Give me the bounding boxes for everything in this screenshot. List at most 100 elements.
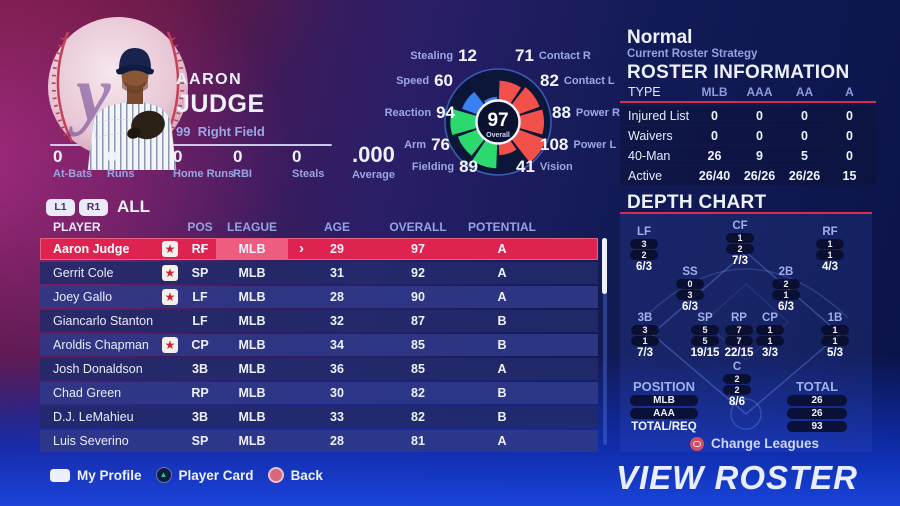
depth-count-pill: 1 bbox=[821, 336, 849, 346]
roster-info-row: Injured List 0 0 0 0 bbox=[620, 106, 876, 125]
table-scrollbar-thumb[interactable] bbox=[602, 238, 607, 294]
depth-count-pill: 1 bbox=[821, 325, 849, 335]
overall-cell: 85 bbox=[411, 362, 425, 376]
age-cell: 30 bbox=[330, 386, 344, 400]
l1-button-icon[interactable]: L1 bbox=[46, 198, 75, 216]
overall-cell: 92 bbox=[411, 266, 425, 280]
league-cell: MLB bbox=[238, 434, 266, 448]
depth-position-sp: SP 5 5 19/15 bbox=[677, 312, 733, 359]
wheel-wedge-power-r bbox=[498, 109, 544, 135]
player-name-cell: Joey Gallo bbox=[53, 290, 113, 304]
roster-info-row: 40-Man 26 9 5 0 bbox=[620, 146, 876, 165]
roster-info-header: TYPE MLB AAA AA A bbox=[628, 84, 854, 99]
overall-rating-value: 97 bbox=[487, 110, 508, 131]
league-next-icon[interactable]: › bbox=[299, 240, 304, 258]
age-cell: 36 bbox=[330, 362, 344, 376]
roster-info-value: 26/26 bbox=[743, 168, 776, 183]
overall-cell: 97 bbox=[411, 242, 425, 256]
table-row[interactable]: Josh Donaldson 3B MLB 36 85 A bbox=[40, 358, 598, 380]
depth-position-code: C bbox=[732, 361, 742, 373]
favorite-star-icon: ★ bbox=[162, 241, 178, 257]
player-card-button[interactable]: ▲ Player Card bbox=[155, 467, 254, 483]
position-cell: RF bbox=[191, 242, 209, 256]
position-cell: CP bbox=[191, 338, 209, 352]
filter-all-label: ALL bbox=[117, 197, 151, 216]
depth-count-pill: 1 bbox=[816, 250, 844, 260]
depth-count-pill: 2 bbox=[723, 374, 751, 384]
depth-total: 5/3 bbox=[827, 347, 843, 359]
depth-total: 6/3 bbox=[636, 261, 652, 273]
player-figure bbox=[87, 48, 177, 170]
depth-total: 22/15 bbox=[724, 347, 754, 359]
r1-button-icon[interactable]: R1 bbox=[79, 198, 108, 216]
depth-total: 3/3 bbox=[762, 347, 778, 359]
attr-vision: 41 Vision bbox=[516, 157, 573, 176]
depth-position-code: SS bbox=[682, 266, 698, 278]
position-cell: 3B bbox=[192, 410, 208, 424]
star-cell: ★ bbox=[156, 337, 184, 353]
table-row[interactable]: D.J. LeMahieu 3B MLB 33 82 B bbox=[40, 406, 598, 428]
table-row[interactable]: Aaron Judge ★ RF MLB ‹ › 29 97 A bbox=[40, 238, 598, 260]
depth-total: 6/3 bbox=[682, 301, 698, 313]
attr-contact-r: 71 Contact R bbox=[515, 46, 591, 65]
wheel-wedge-reaction bbox=[450, 109, 498, 135]
table-row[interactable]: Aroldis Chapman ★ CP MLB 34 85 B bbox=[40, 334, 598, 356]
player-name-cell: Aaron Judge bbox=[53, 242, 130, 256]
age-cell: 33 bbox=[330, 410, 344, 424]
league-cell: MLB bbox=[238, 386, 266, 400]
depth-position-3b: 3B 3 1 7/3 bbox=[617, 312, 673, 359]
depth-count-pill: 2 bbox=[772, 279, 800, 289]
favorite-star-icon: ★ bbox=[162, 337, 178, 353]
player-name-cell: Aroldis Chapman bbox=[53, 338, 149, 352]
roster-table-header: PLAYER POS LEAGUE AGE OVERALL POTENTIAL bbox=[53, 219, 536, 234]
roster-info-value: 26/26 bbox=[788, 168, 821, 183]
table-row[interactable]: Gerrit Cole ★ SP MLB 31 92 A bbox=[40, 262, 598, 284]
depth-position-code: 3B bbox=[637, 312, 653, 324]
potential-cell: A bbox=[497, 362, 507, 376]
depth-total: 7/3 bbox=[732, 255, 748, 267]
potential-cell: B bbox=[497, 386, 507, 400]
star-cell: ★ bbox=[156, 289, 184, 305]
roster-info-value: 5 bbox=[801, 148, 808, 163]
league-cell: MLB bbox=[238, 362, 266, 376]
age-cell: 34 bbox=[330, 338, 344, 352]
table-row[interactable]: Joey Gallo ★ LF MLB 28 90 A bbox=[40, 286, 598, 308]
league-cell: MLB bbox=[238, 266, 266, 280]
touchpad-red-icon bbox=[690, 436, 704, 451]
depth-total: 6/3 bbox=[778, 301, 794, 313]
table-scrollbar-track[interactable] bbox=[603, 238, 607, 445]
roster-info-row: Waivers 0 0 0 0 bbox=[620, 126, 876, 145]
depth-position-2b: 2B 2 1 6/3 bbox=[758, 266, 814, 313]
depth-total: 19/15 bbox=[690, 347, 720, 359]
overall-cell: 85 bbox=[411, 338, 425, 352]
attr-reaction: Reaction 94 bbox=[384, 103, 455, 122]
roster-information-title: ROSTER INFORMATION bbox=[627, 62, 850, 83]
roster-info-value: 0 bbox=[846, 128, 853, 143]
depth-position-ss: SS 0 3 6/3 bbox=[662, 266, 718, 313]
position-cell: RP bbox=[191, 386, 209, 400]
roster-info-value: 26 bbox=[707, 148, 722, 163]
league-prev-icon[interactable]: ‹ bbox=[200, 240, 205, 258]
age-cell: 28 bbox=[330, 434, 344, 448]
depth-count-pill: 5 bbox=[691, 325, 719, 335]
table-row[interactable]: Giancarlo Stanton LF MLB 32 87 B bbox=[40, 310, 598, 332]
table-row[interactable]: Luis Severino SP MLB 28 81 A bbox=[40, 430, 598, 452]
depth-count-pill: 5 bbox=[691, 336, 719, 346]
depth-legend-position: POSITION MLB AAA TOTAL/REQ bbox=[630, 379, 698, 433]
attr-arm: Arm 76 bbox=[404, 135, 450, 154]
potential-cell: A bbox=[497, 242, 507, 256]
player-name-block: AARON JUDGE 99 Right Field bbox=[176, 71, 265, 139]
roster-table-body: Aaron Judge ★ RF MLB ‹ › 29 97 A Gerrit Cole ★ SP ML… bbox=[40, 238, 598, 452]
table-row[interactable]: Chad Green RP MLB 30 82 B bbox=[40, 382, 598, 404]
depth-count-pill: 1 bbox=[772, 290, 800, 300]
player-last-name: JUDGE bbox=[176, 90, 265, 118]
my-profile-button[interactable]: My Profile bbox=[50, 468, 142, 483]
change-leagues-button[interactable]: Change Leagues bbox=[690, 436, 819, 451]
roster-info-value: 0 bbox=[756, 108, 763, 123]
depth-count-pill: 1 bbox=[756, 325, 784, 335]
depth-position-rp: RP 7 7 22/15 bbox=[711, 312, 767, 359]
back-button[interactable]: Back bbox=[267, 467, 323, 483]
overall-cell: 87 bbox=[411, 314, 425, 328]
position-cell: SP bbox=[191, 266, 209, 280]
